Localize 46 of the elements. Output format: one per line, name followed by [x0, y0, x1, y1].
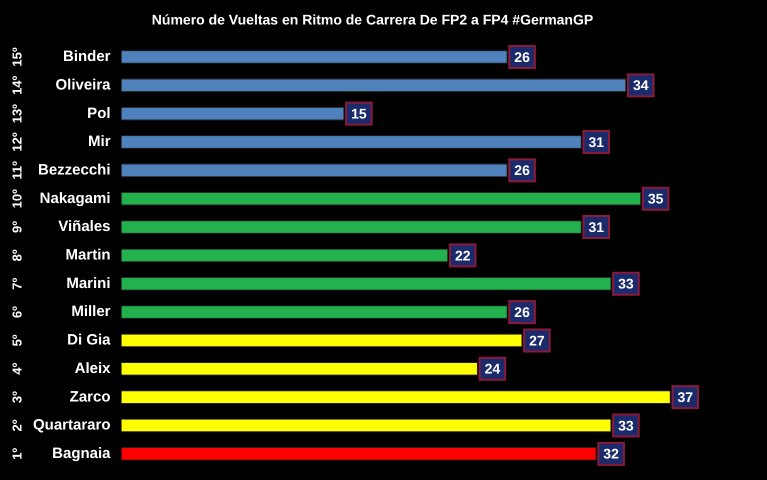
data-label: 33	[618, 276, 634, 292]
text: 9º	[10, 220, 25, 234]
data-label: 22	[454, 247, 471, 264]
data-label: 24	[484, 360, 500, 377]
data-label: 26	[514, 48, 530, 65]
y-tick-label: Pol	[87, 104, 111, 122]
y-tick-label: Bezzecchi	[38, 162, 111, 178]
data-label: 26	[514, 304, 530, 320]
data-label: 15	[351, 106, 367, 122]
data-label: 33	[618, 417, 634, 434]
data-label: 31	[588, 134, 604, 150]
y-tick-label: Marini	[66, 274, 111, 292]
text: 15º	[10, 47, 25, 67]
data-label: 27	[529, 332, 545, 348]
data-label: 37	[677, 388, 694, 405]
y-tick-label: Di Gia	[67, 332, 112, 349]
text: 13º	[10, 104, 25, 124]
y-tick-label: Oliveira	[55, 76, 112, 94]
y-tick-label: Quartararo	[32, 416, 111, 434]
text: 6º	[10, 306, 25, 318]
text: 8º	[10, 249, 25, 262]
y-tick-label: Martin	[66, 246, 111, 264]
text: 7º	[10, 278, 25, 290]
text: 10º	[10, 188, 25, 208]
text: 2º	[10, 419, 25, 432]
y-tick-label: Bagnaia	[52, 444, 112, 462]
text: 11º	[10, 160, 25, 180]
y-tick-label: Viñales	[58, 218, 111, 236]
text: 1º	[10, 448, 25, 460]
data-label: 35	[648, 190, 664, 207]
y-tick-label: Binder	[63, 48, 111, 66]
text: 4º	[10, 362, 25, 375]
text: 12º	[10, 132, 25, 152]
data-label: 26	[514, 162, 530, 178]
y-tick-label: Zarco	[70, 388, 111, 406]
y-tick-label: Aleix	[74, 360, 112, 377]
data-label: 32	[603, 446, 620, 462]
text: 14º	[10, 75, 25, 95]
y-tick-label: Mir	[88, 133, 111, 150]
data-label: 34	[632, 77, 649, 94]
text: 3º	[10, 390, 25, 404]
y-tick-label: Miller	[71, 303, 111, 320]
y-tick-label: Nakagami	[40, 190, 111, 207]
data-label: 31	[588, 218, 604, 235]
chart-title: Número de Vueltas en Ritmo de Carrera De FP2 a FP4 #GermanGP	[152, 11, 594, 28]
text: 5º	[10, 334, 25, 346]
